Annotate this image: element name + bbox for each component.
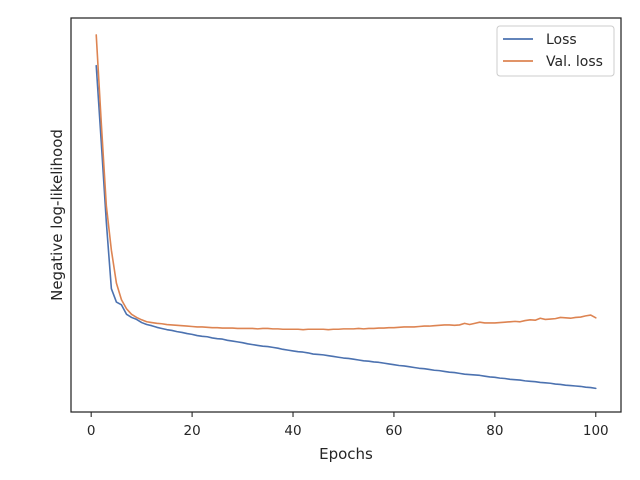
y-axis-label: Negative log-likelihood (48, 129, 66, 301)
x-tick-label: 40 (284, 423, 301, 439)
legend-label: Val. loss (546, 54, 603, 70)
legend: Loss Val. loss (496, 25, 615, 77)
x-tick-label: 100 (583, 423, 609, 439)
x-tick-label: 0 (87, 423, 96, 439)
x-axis-ticks: 0 20 40 60 80 100 (87, 412, 609, 439)
x-tick-label: 20 (184, 423, 201, 439)
series-group (95, 34, 597, 390)
series-line-1 (95, 34, 597, 331)
x-tick-label: 60 (385, 423, 402, 439)
x-axis-label: Epochs (319, 445, 373, 463)
x-tick-label: 80 (486, 423, 503, 439)
series-line-0 (95, 64, 597, 390)
legend-label: Loss (546, 32, 577, 48)
axes-frame (70, 17, 622, 413)
